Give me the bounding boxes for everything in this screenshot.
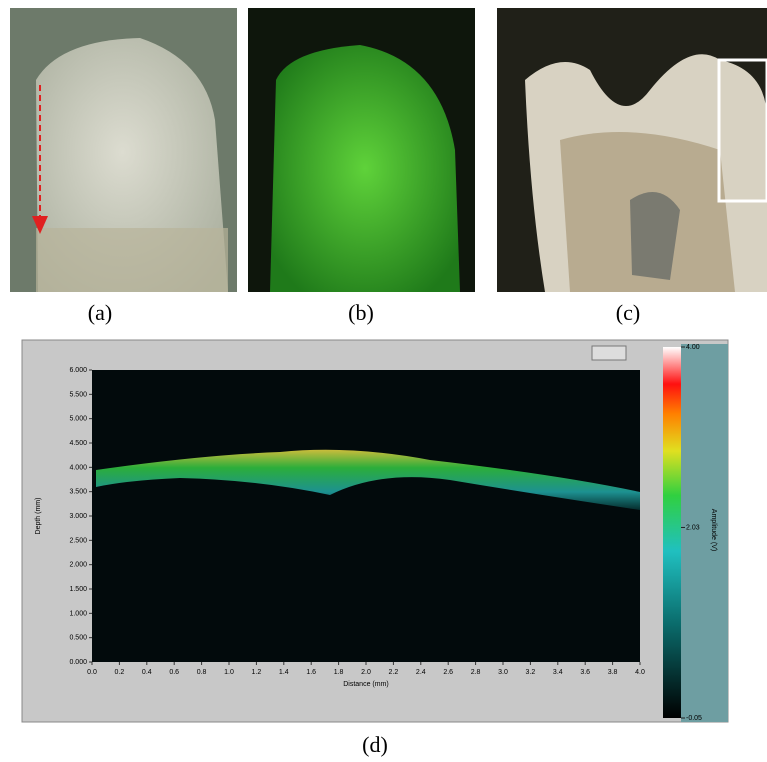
panel-label: (d) [362,732,388,757]
root-a [36,228,228,292]
toolbar [592,346,626,360]
y-axis-label: Depth (mm) [35,498,42,535]
x-tick-label: 2.4 [416,669,426,676]
figure: (a) (b) (c) (d) 0.0 0.2 0.4 0.6 0.8 1.0 1.2 1.4… [0,0,767,762]
colorbar-tick-label: 4.00 [686,344,700,351]
y-tick-label: 4.000 [69,464,87,471]
y-tick-label: 4.500 [69,440,87,447]
x-tick-label: 1.4 [279,669,289,676]
y-tick-label: 1.500 [69,586,87,593]
colorbar-tick-label: -0.05 [686,715,702,722]
panel-label: (a) [88,300,112,325]
x-tick-label: 3.0 [498,669,508,676]
x-tick-label: 1.0 [224,669,234,676]
colorbar-panel [681,344,728,722]
x-tick-label: 2.8 [471,669,481,676]
y-tick-label: 2.000 [69,562,87,569]
y-tick-label: 0.000 [69,659,87,666]
y-tick-label: 6.000 [69,367,87,374]
x-axis-label: Distance (mm) [343,681,389,688]
panel-label: (b) [348,300,374,325]
x-tick-label: 1.6 [306,669,316,676]
x-tick-label: 3.8 [608,669,618,676]
y-tick-label: 5.000 [69,416,87,423]
x-tick-label: 4.0 [635,669,645,676]
x-tick-label: 0.6 [169,669,179,676]
y-tick-label: 3.500 [69,489,87,496]
x-tick-label: 3.2 [526,669,536,676]
colorbar-label: Amplitude (V) [710,509,717,551]
x-tick-label: 0.4 [142,669,152,676]
colorbar-tick-label: 2.03 [686,524,700,531]
x-tick-label: 2.0 [361,669,371,676]
x-tick-label: 3.6 [580,669,590,676]
x-tick-label: 3.4 [553,669,563,676]
x-tick-label: 2.2 [389,669,399,676]
x-tick-label: 0.2 [115,669,125,676]
x-tick-label: 0.0 [87,669,97,676]
y-tick-label: 1.000 [69,610,87,617]
x-tick-label: 1.8 [334,669,344,676]
plot-area [92,370,640,662]
x-tick-label: 1.2 [252,669,262,676]
panel-label: (c) [616,300,640,325]
y-tick-label: 2.500 [69,537,87,544]
y-tick-label: 0.500 [69,635,87,642]
y-tick-label: 3.000 [69,513,87,520]
x-tick-label: 0.8 [197,669,207,676]
colorbar [663,347,681,718]
y-tick-label: 5.500 [69,391,87,398]
x-tick-label: 2.6 [443,669,453,676]
